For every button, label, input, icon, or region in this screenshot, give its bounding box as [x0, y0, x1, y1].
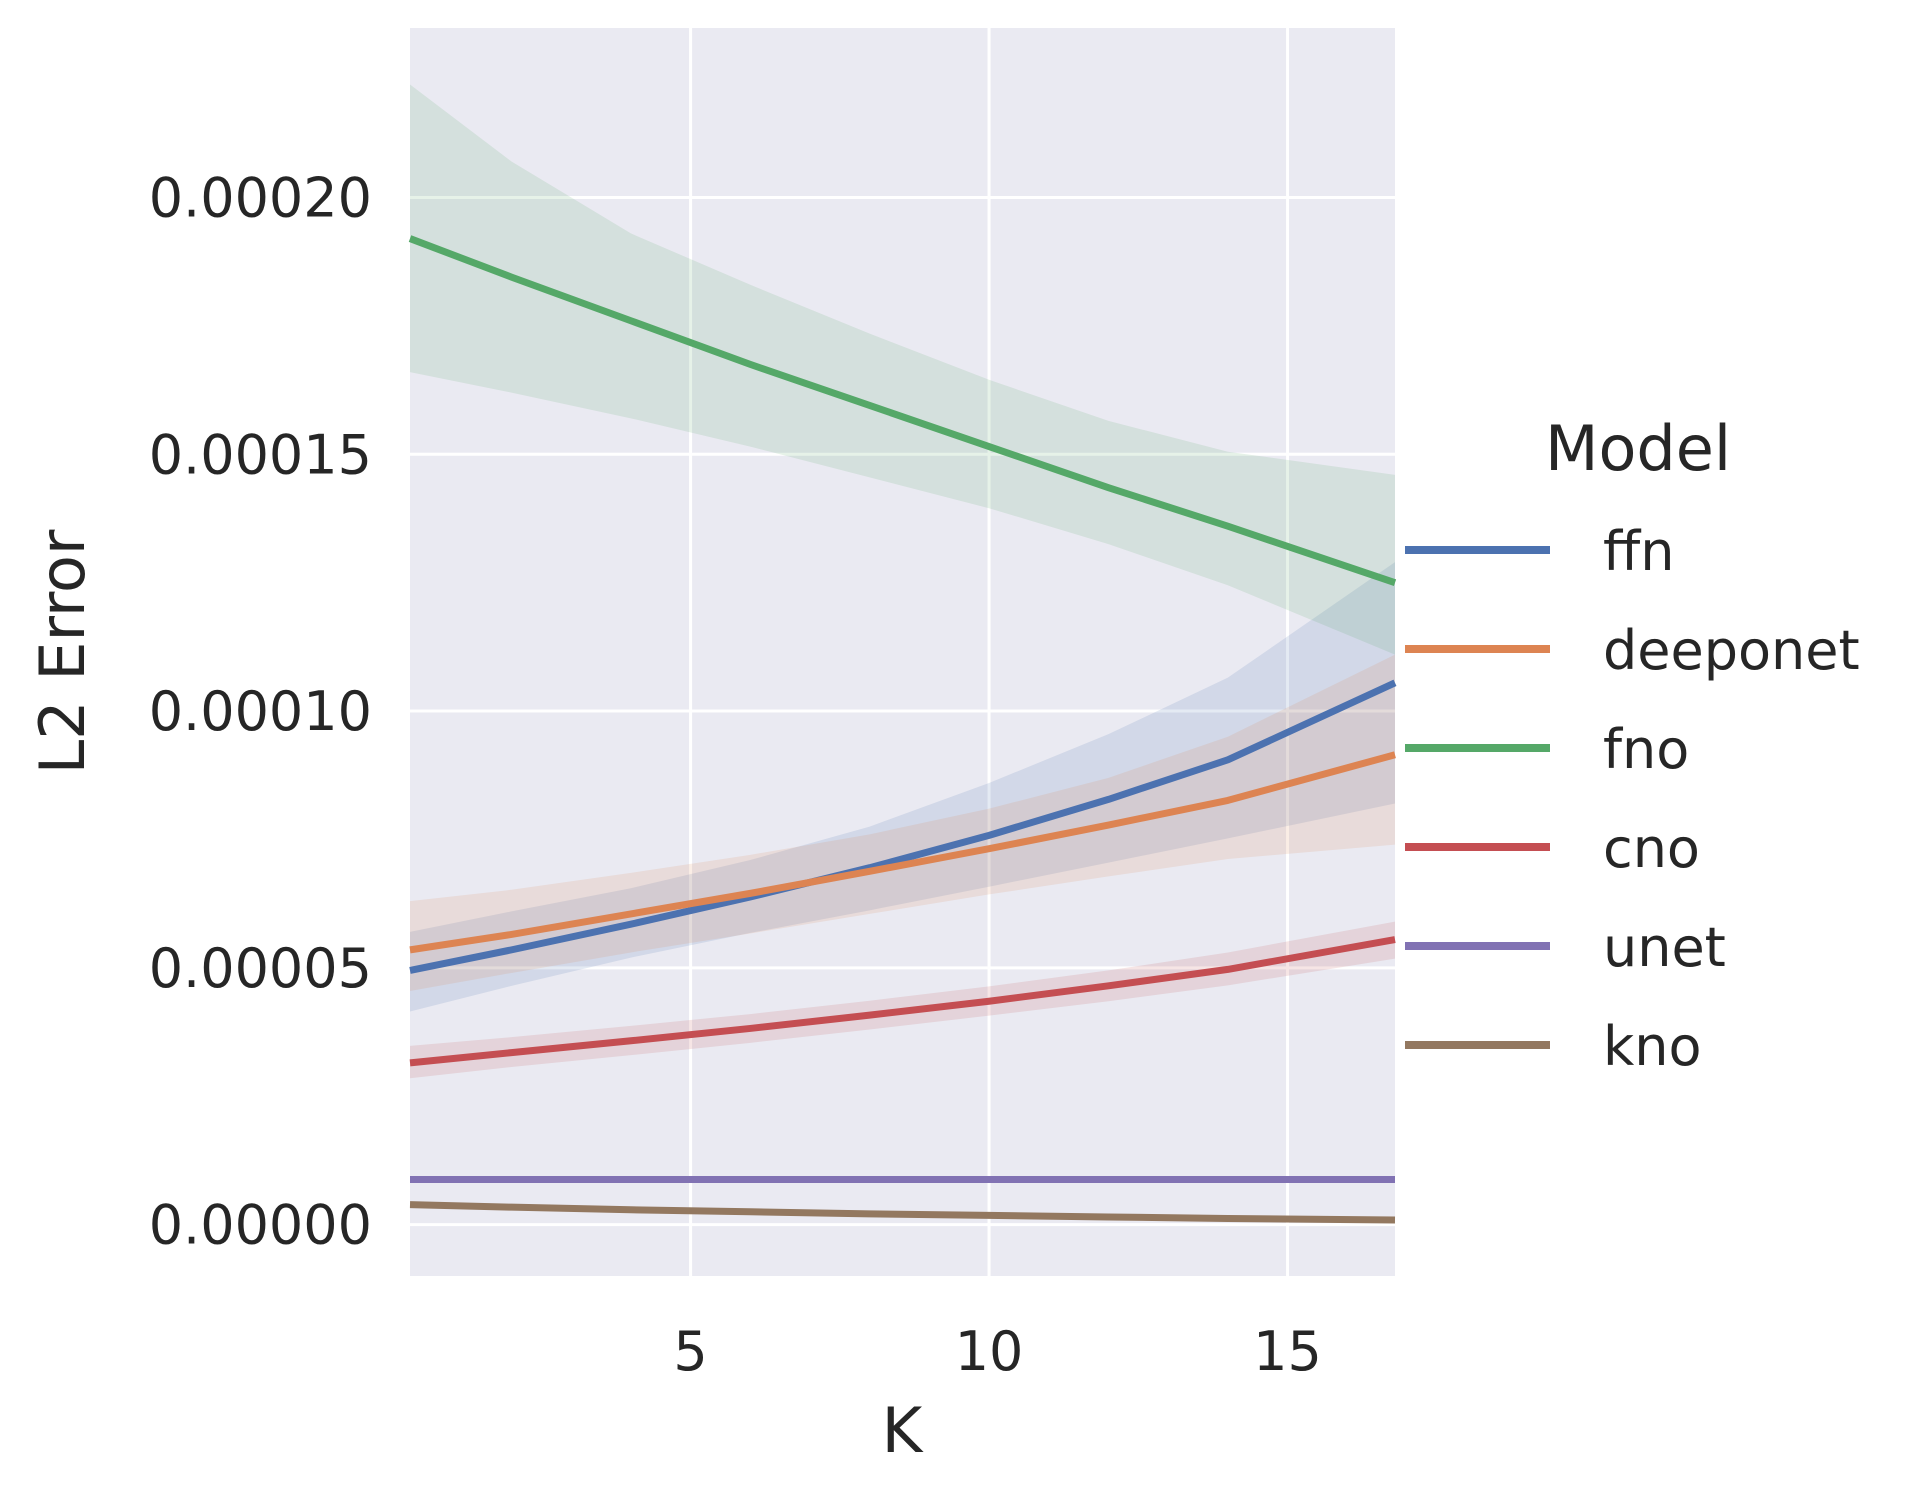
- x-tick-label: 10: [955, 1320, 1024, 1383]
- cno-legend-label: cno: [1603, 817, 1700, 880]
- y-tick-label: 0.00000: [149, 1194, 372, 1257]
- fno-line: [408, 235, 1397, 586]
- ffn-confidence-band: [410, 562, 1395, 1012]
- y-tick-label: 0.00005: [149, 937, 372, 1000]
- x-tick-label: 5: [673, 1320, 707, 1383]
- y-tick-label: 0.00015: [149, 423, 372, 486]
- ffn-line: [409, 679, 1397, 974]
- legend: Model ffn deeponet fno cno unet kno: [1405, 412, 1860, 1078]
- x-axis-label: K: [882, 1394, 924, 1467]
- fno-confidence-band: [410, 84, 1395, 655]
- kno-legend-label: kno: [1603, 1015, 1702, 1078]
- y-tick-label: 0.00020: [149, 166, 372, 229]
- legend-title: Model: [1545, 412, 1731, 485]
- x-tick-labels: 5 10 15: [673, 1320, 1322, 1383]
- grid-lines: [410, 28, 1395, 1276]
- plot-background: [410, 28, 1395, 1276]
- x-tick-label: 15: [1253, 1320, 1322, 1383]
- ffn-legend-label: ffn: [1603, 520, 1674, 583]
- kno-line: [409, 1201, 1396, 1224]
- series-lines: [408, 235, 1397, 1224]
- y-axis-label: L2 Error: [26, 529, 99, 774]
- unet-legend-label: unet: [1603, 916, 1726, 979]
- y-tick-label: 0.00010: [149, 680, 372, 743]
- fno-legend-label: fno: [1603, 718, 1689, 781]
- y-tick-labels: 0.00000 0.00005 0.00010 0.00015 0.00020: [149, 166, 372, 1256]
- cno-line: [409, 936, 1396, 1067]
- deeponet-line: [409, 751, 1396, 954]
- deeponet-legend-label: deeponet: [1603, 619, 1860, 682]
